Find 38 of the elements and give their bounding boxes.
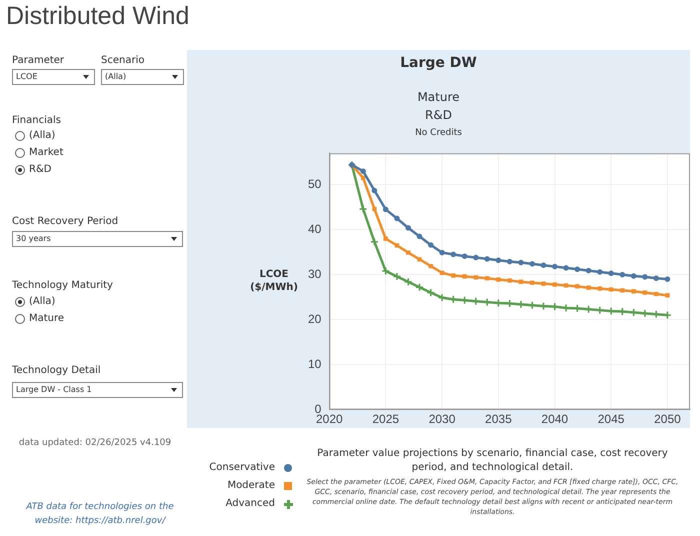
legend-label: Moderate <box>226 480 275 491</box>
text: 30 years <box>12 231 183 247</box>
text: LCOE <box>12 69 95 85</box>
text: R&D <box>29 164 52 175</box>
x-tick-label: 2025 <box>372 412 400 426</box>
text: data updated: 02/26/2025 v4.109 <box>18 438 172 448</box>
legend-label: Conservative <box>208 462 275 473</box>
x-tick-label: 2050 <box>654 412 682 426</box>
text: Mature <box>29 313 64 324</box>
y-tick-label: 40 <box>308 222 322 236</box>
text: (Alla) <box>101 69 184 85</box>
text: Parameter <box>12 55 64 66</box>
text: Mature <box>416 90 461 104</box>
text: Distributed Wind <box>6 2 190 31</box>
text: Technology Detail <box>12 365 101 376</box>
x-tick-label: 2045 <box>598 412 625 426</box>
text: R&D <box>424 108 453 122</box>
y-tick-label: 20 <box>308 312 322 326</box>
legend-label: Advanced <box>224 498 275 509</box>
text: (Alla) <box>29 130 56 141</box>
text: Financials <box>12 115 61 126</box>
y-tick-label: 10 <box>308 356 322 371</box>
y-axis-title: LCOE ($/MWh) <box>250 268 298 294</box>
x-tick-label: 2035 <box>485 412 512 426</box>
text: Market <box>29 147 64 158</box>
text: Large DW - Class 1 <box>12 382 183 398</box>
x-tick-label: 2040 <box>541 412 568 426</box>
y-tick-label: 50 <box>308 177 322 191</box>
text: Technology Maturity <box>12 280 113 291</box>
text: Cost Recovery Period <box>12 216 118 227</box>
x-tick-label: 2030 <box>428 412 456 426</box>
text: (Alla) <box>29 296 56 307</box>
text: No Credits <box>414 128 463 138</box>
text: Parameter value projections by scenario, financial case, cost recovery period, and technological detail. <box>316 447 669 475</box>
text: Scenario <box>101 55 144 66</box>
chart-subtitle: Large DW <box>399 55 478 71</box>
y-tick-label: 30 <box>308 266 322 281</box>
text: ATB data for technologies on the website: https://atb.nrel.gov/ <box>24 501 175 528</box>
